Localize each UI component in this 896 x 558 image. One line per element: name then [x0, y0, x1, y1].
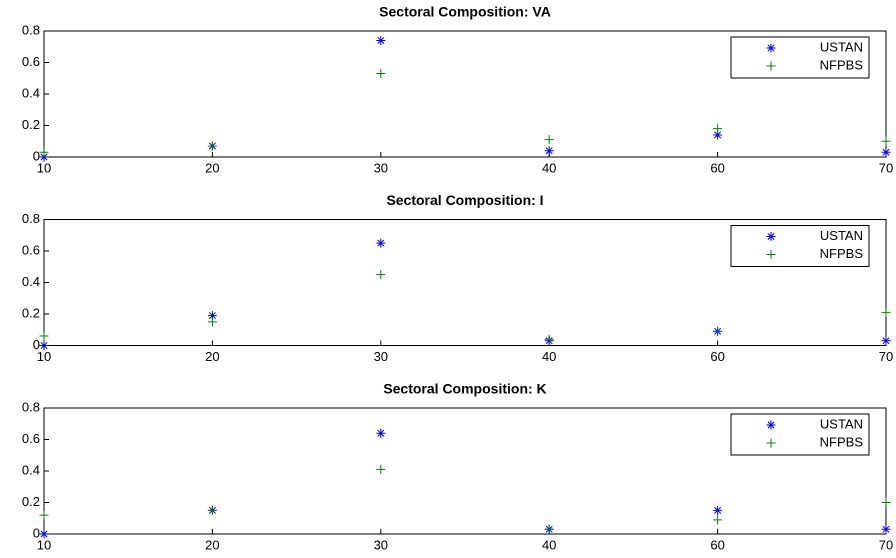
legend-marker [766, 250, 776, 259]
point [544, 524, 554, 534]
legend-marker [766, 43, 776, 53]
x-tick-label: 70 [879, 160, 893, 175]
point [376, 464, 386, 474]
x-tick-label: 30 [374, 537, 388, 552]
x-tick-label: 60 [710, 160, 724, 175]
y-tick-label: 0.2 [22, 305, 40, 320]
point [713, 124, 723, 134]
legend-label: USTAN [820, 228, 863, 243]
point [544, 135, 554, 145]
point [39, 341, 49, 350]
point [544, 334, 554, 344]
point [207, 317, 217, 327]
x-tick-label: 30 [374, 160, 388, 175]
legend-marker [766, 420, 776, 430]
point [39, 331, 49, 341]
point [713, 515, 723, 525]
legend-box [730, 36, 870, 79]
point [39, 147, 49, 157]
legend-box [730, 413, 870, 456]
y-tick-label: 0 [33, 525, 40, 540]
point [376, 35, 386, 45]
x-tick-label: 20 [205, 349, 219, 364]
y-tick-label: 0 [33, 148, 40, 163]
point [39, 152, 49, 162]
point [39, 510, 49, 520]
point [881, 147, 891, 157]
point [207, 311, 217, 321]
y-tick-label: 0.4 [22, 274, 40, 289]
y-tick-label: 0.6 [22, 242, 40, 257]
x-tick-label: 60 [710, 537, 724, 552]
chart-title: Sectoral Composition: VA [379, 4, 551, 20]
x-tick-label: 10 [37, 537, 51, 552]
point [376, 428, 386, 438]
y-tick-label: 0.8 [22, 399, 40, 414]
x-tick-label: 40 [542, 349, 556, 364]
legend-label: NFPBS [820, 246, 864, 261]
y-tick-label: 0 [33, 337, 40, 352]
y-tick-label: 0.8 [22, 211, 40, 226]
y-tick-label: 0.4 [22, 85, 40, 100]
legend-marker [766, 61, 776, 71]
legend-label: NFPBS [820, 57, 864, 72]
y-tick-label: 0.2 [22, 117, 40, 132]
x-tick-label: 70 [879, 349, 893, 364]
point [881, 307, 891, 317]
y-tick-label: 0.8 [22, 22, 40, 37]
point [881, 336, 891, 346]
x-tick-label: 40 [542, 160, 556, 175]
point [713, 505, 723, 515]
y-tick-label: 0.6 [22, 431, 40, 446]
point [881, 136, 891, 146]
legend-marker [766, 232, 776, 241]
point [544, 146, 554, 156]
legend-label: NFPBS [820, 434, 864, 449]
y-tick-label: 0.4 [22, 462, 40, 477]
x-tick-label: 10 [37, 160, 51, 175]
x-tick-label: 20 [205, 160, 219, 175]
point [376, 238, 386, 248]
legend-label: USTAN [820, 416, 863, 431]
point [207, 141, 217, 151]
point [881, 524, 891, 534]
x-tick-label: 10 [37, 349, 51, 364]
point [207, 505, 217, 515]
legend-label: USTAN [820, 39, 863, 54]
x-tick-label: 40 [542, 537, 556, 552]
point [713, 130, 723, 140]
chart-title: Sectoral Composition: I [386, 192, 543, 208]
x-tick-label: 20 [205, 537, 219, 552]
x-tick-label: 30 [374, 349, 388, 364]
point [39, 529, 49, 539]
point [376, 69, 386, 79]
y-tick-label: 0.2 [22, 494, 40, 509]
point [376, 270, 386, 280]
legend-box [730, 225, 870, 267]
point [881, 498, 891, 507]
x-tick-label: 70 [879, 537, 893, 552]
y-tick-label: 0.6 [22, 54, 40, 69]
chart-title: Sectoral Composition: K [383, 381, 546, 397]
legend-marker [766, 438, 776, 448]
point [713, 326, 723, 336]
x-tick-label: 60 [710, 349, 724, 364]
